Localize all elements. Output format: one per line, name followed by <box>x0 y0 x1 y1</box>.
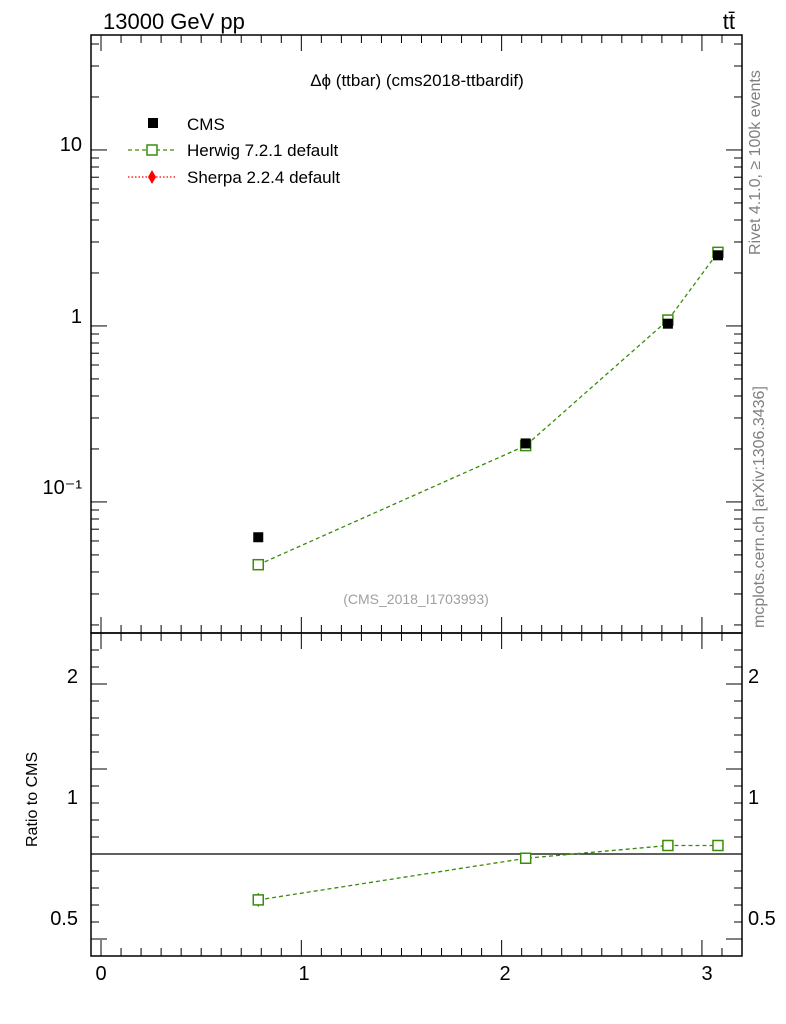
legend-label-herwig: Herwig 7.2.1 default <box>187 141 338 160</box>
legend-marker-herwig <box>146 144 158 156</box>
ratio-ytick-label-2-right: 2 <box>748 666 759 688</box>
xtick-label-2: 2 <box>499 963 510 985</box>
plot-title: Δϕ (ttbar) (cms2018-ttbardif) <box>310 71 524 90</box>
ratio-herwig-point <box>662 839 674 852</box>
herwig-line <box>258 251 719 566</box>
ratio-axis-ticks <box>91 632 742 957</box>
main-ytick-label-10: 10 <box>60 134 82 156</box>
ratio-ytick-label-1: 1 <box>67 787 78 809</box>
xtick-label-0: 0 <box>95 963 106 985</box>
chart-marks <box>252 246 724 907</box>
legend: CMS Herwig 7.2.1 default Sherpa 2.2.4 de… <box>128 115 340 187</box>
ratio-ytick-label-1-right: 1 <box>748 787 759 809</box>
legend-marker-cms <box>148 118 158 128</box>
ratio-herwig-point <box>252 894 265 906</box>
rivet-label: Rivet 4.1.0, ≥ 100k events <box>747 70 764 255</box>
legend-label-cms: CMS <box>187 115 225 134</box>
herwig-point <box>252 558 265 571</box>
cms-point <box>253 532 264 543</box>
ratio-herwig-point <box>519 852 532 864</box>
ratio-herwig-point <box>712 839 724 852</box>
ratio-ytick-label-2: 2 <box>67 666 78 688</box>
ratio-ytick-label-0p5-right: 0.5 <box>748 908 776 930</box>
ratio-herwig-line <box>258 844 718 901</box>
main-ytick-label-1: 1 <box>71 306 82 328</box>
x-axis-ticks <box>100 35 743 956</box>
cms-point <box>662 318 673 329</box>
main-ytick-label-0p1: 10⁻¹ <box>43 477 83 499</box>
ratio-panel-frame <box>90 632 743 957</box>
ratio-ylabel: Ratio to CMS <box>24 752 41 847</box>
cms-point <box>520 438 531 449</box>
ratio-ytick-label-0p5: 0.5 <box>50 908 78 930</box>
main-axis-ticks <box>91 43 742 626</box>
xtick-label-3: 3 <box>701 963 712 985</box>
xtick-label-1: 1 <box>298 963 309 985</box>
header-process: tt̄ <box>723 9 735 34</box>
cms-point <box>712 250 723 261</box>
legend-marker-sherpa <box>148 170 156 184</box>
legend-label-sherpa: Sherpa 2.2.4 default <box>187 168 340 187</box>
mcplots-label: mcplots.cern.ch [arXiv:1306.3436] <box>751 386 768 628</box>
analysis-watermark: (CMS_2018_I1703993) <box>343 591 489 607</box>
header-energy: 13000 GeV pp <box>103 9 245 34</box>
